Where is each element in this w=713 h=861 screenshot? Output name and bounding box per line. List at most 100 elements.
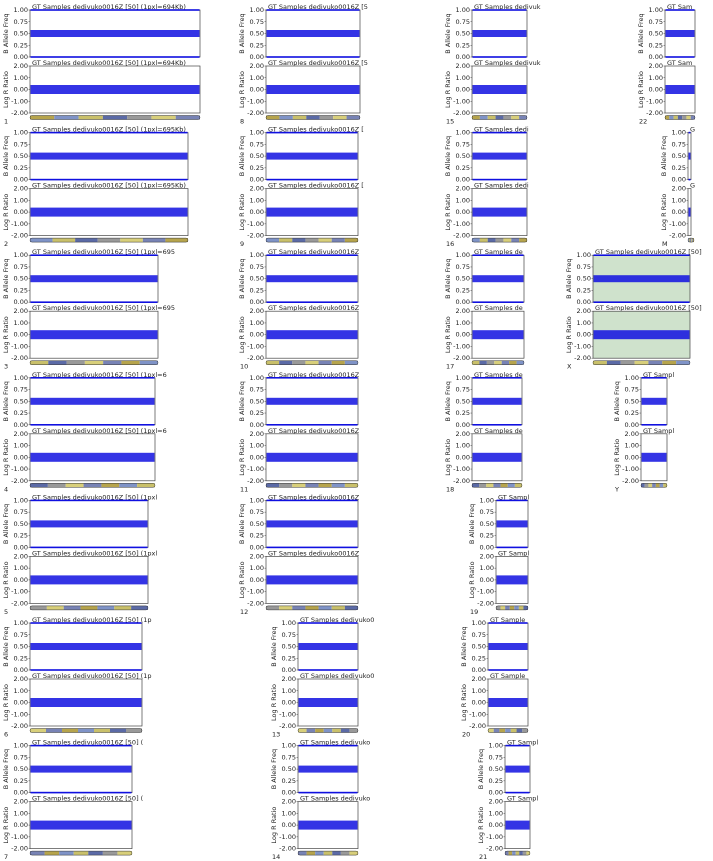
y-tick-label: 1.00 xyxy=(456,319,470,327)
y-tick-label: -2.00 xyxy=(453,354,470,362)
y-tick-label: 0.00 xyxy=(14,86,28,94)
data-band xyxy=(30,56,200,58)
y-tick-label: 0.50 xyxy=(14,765,28,773)
y-tick-label: -1.00 xyxy=(453,342,470,350)
ideogram-band xyxy=(503,238,512,243)
plot-title: GT Samples dedivuko0016Z xyxy=(268,304,360,312)
y-tick-label: 0.00 xyxy=(14,576,28,584)
data-band xyxy=(641,424,667,426)
ideogram-band xyxy=(344,238,358,243)
y-tick-label: -1.00 xyxy=(453,97,470,105)
ideogram-band xyxy=(693,238,694,243)
y-tick-label: 1.00 xyxy=(250,129,264,137)
ideogram-band xyxy=(332,728,341,733)
ideogram-band xyxy=(522,851,527,856)
ideogram-band xyxy=(519,851,523,856)
axis-label: B Allele Freq xyxy=(613,381,621,421)
y-tick-label: 2.00 xyxy=(250,552,264,560)
ideogram-band xyxy=(514,605,519,610)
axis-label: Log R Ratio xyxy=(2,439,10,476)
y-tick-label: 1.00 xyxy=(14,564,28,572)
ideogram-band xyxy=(46,728,62,733)
ideogram-band xyxy=(499,728,506,733)
ideogram-band xyxy=(78,728,94,733)
y-tick-label: -2.00 xyxy=(11,354,28,362)
ideogram-outline xyxy=(687,237,695,243)
ideogram-band xyxy=(514,483,522,488)
plot-title: GT Sam xyxy=(667,59,692,67)
data-band xyxy=(30,669,142,671)
y-tick-label: 0.25 xyxy=(472,654,486,662)
y-tick-label: 0.25 xyxy=(14,409,28,417)
y-tick-label: 1.00 xyxy=(250,374,264,382)
y-tick-label: 1.00 xyxy=(14,196,28,204)
y-tick-label: 0.50 xyxy=(456,30,470,38)
y-tick-label: 0.50 xyxy=(250,30,264,38)
y-tick-label: 2.00 xyxy=(14,430,28,438)
data-band xyxy=(266,131,358,134)
y-tick-label: 0.25 xyxy=(250,164,264,172)
y-tick-label: 0.50 xyxy=(577,275,591,283)
ideogram-band xyxy=(511,115,520,120)
ideogram-band xyxy=(83,483,102,488)
axis-label: B Allele Freq xyxy=(2,626,10,666)
y-tick-label: -1.00 xyxy=(279,833,296,841)
y-tick-label: 1.00 xyxy=(250,564,264,572)
axis-label: Log R Ratio xyxy=(2,316,10,353)
ideogram-band xyxy=(349,728,358,733)
y-tick-label: -2.00 xyxy=(247,109,264,117)
y-tick-label: 2.00 xyxy=(472,675,486,683)
data-band xyxy=(472,377,522,379)
chromosome-panel: GT Sam B Allele Freq 1.00 0.75 0.50 0.25 0.00 G… xyxy=(637,3,696,126)
ideogram-band xyxy=(665,115,670,120)
y-tick-label: 2.00 xyxy=(480,552,494,560)
ideogram-band xyxy=(669,115,674,120)
ideogram-band xyxy=(479,115,488,120)
y-tick-label: 1.00 xyxy=(14,374,28,382)
ideogram-band xyxy=(292,483,306,488)
ideogram-band xyxy=(298,851,307,856)
ideogram-band xyxy=(486,483,494,488)
data-band xyxy=(266,9,360,11)
y-tick-label: 0.00 xyxy=(456,331,470,339)
data-band xyxy=(30,575,148,585)
y-tick-label: 0.00 xyxy=(472,666,486,674)
data-band xyxy=(30,178,188,181)
ideogram-band xyxy=(315,851,324,856)
y-tick-label: 0.25 xyxy=(250,286,264,294)
axis-label: Log R Ratio xyxy=(238,439,246,476)
ideogram-band xyxy=(344,360,358,365)
data-band xyxy=(30,424,155,426)
y-tick-label: -2.00 xyxy=(247,232,264,240)
y-tick-label: 2.00 xyxy=(282,675,296,683)
chromosome-label: 20 xyxy=(462,731,470,739)
chromosome-panel: GT Samples dedivuko0016Z [50] (1p B Allel… xyxy=(2,616,151,739)
axis-label: Log R Ratio xyxy=(238,561,246,598)
y-tick-label: -2.00 xyxy=(279,845,296,853)
data-band xyxy=(472,178,527,181)
data-band xyxy=(593,275,690,283)
y-tick-label: 0.00 xyxy=(250,453,264,461)
chromosome-panel: GT Samples dedi B Allele Freq 1.00 0.75 0.50… xyxy=(444,126,529,249)
ideogram-band xyxy=(689,238,691,243)
ideogram-outline xyxy=(265,115,361,120)
y-tick-label: -2.00 xyxy=(279,722,296,730)
y-tick-label: 0.75 xyxy=(489,753,503,761)
ideogram-band xyxy=(78,115,103,120)
ideogram-band xyxy=(507,483,515,488)
ideogram-band xyxy=(479,360,487,365)
chromosome-panel: GT Samples dedivuko0016Z B Allele Freq 1.0… xyxy=(238,371,360,494)
data-band xyxy=(30,30,200,37)
y-tick-label: 0.00 xyxy=(14,821,28,829)
ideogram-band xyxy=(655,483,660,488)
y-tick-label: 0.50 xyxy=(250,397,264,405)
axis-label: B Allele Freq xyxy=(270,749,278,789)
plot-title: G xyxy=(690,182,695,190)
y-tick-label: 0.00 xyxy=(649,53,663,61)
y-tick-label: 0.50 xyxy=(14,397,28,405)
data-band xyxy=(488,669,528,671)
ideogram-band xyxy=(634,360,649,365)
chromosome-panel: GT Samples dedivuko0016Z B Allele Freq 1.0… xyxy=(238,248,360,371)
axis-label: B Allele Freq xyxy=(565,259,573,299)
chromosome-label: 7 xyxy=(4,853,8,861)
